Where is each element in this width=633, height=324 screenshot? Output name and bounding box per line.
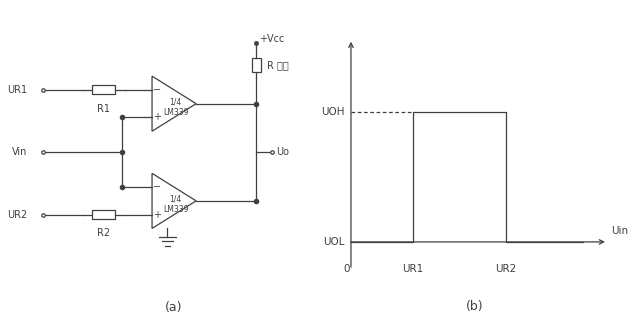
Text: +: + (154, 210, 161, 220)
Text: −: − (153, 85, 161, 95)
Text: 1/4
LM339: 1/4 LM339 (163, 194, 189, 214)
FancyBboxPatch shape (92, 86, 115, 95)
Text: UR2: UR2 (8, 210, 28, 220)
Text: R 上拉: R 上拉 (267, 60, 289, 70)
Text: UOL: UOL (323, 237, 345, 247)
Polygon shape (152, 173, 196, 228)
Text: +Vcc: +Vcc (260, 34, 285, 44)
Text: (a): (a) (165, 301, 183, 314)
Polygon shape (152, 76, 196, 131)
Text: R2: R2 (97, 228, 111, 238)
Text: Uo: Uo (276, 147, 289, 157)
Text: R1: R1 (97, 104, 110, 113)
Text: UR1: UR1 (402, 263, 423, 273)
Text: UOH: UOH (322, 107, 345, 117)
Text: −: − (153, 182, 161, 192)
FancyBboxPatch shape (92, 210, 115, 219)
FancyBboxPatch shape (252, 58, 261, 72)
Text: UR2: UR2 (495, 263, 517, 273)
Text: 1/4
LM339: 1/4 LM339 (163, 97, 189, 117)
Text: Uin: Uin (611, 226, 628, 236)
Text: UR1: UR1 (8, 85, 28, 95)
Text: Vin: Vin (12, 147, 28, 157)
Text: (b): (b) (466, 300, 484, 313)
Text: +: + (154, 112, 161, 122)
Text: 0: 0 (343, 263, 349, 273)
